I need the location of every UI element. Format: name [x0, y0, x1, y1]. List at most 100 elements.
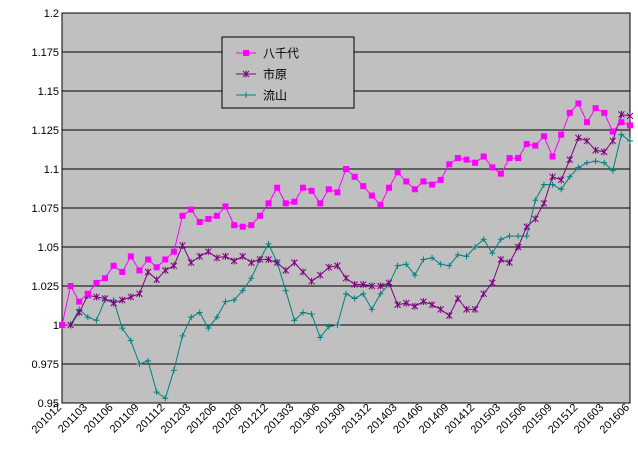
data-point-marker — [515, 233, 522, 240]
data-point-marker — [213, 212, 220, 219]
data-point-marker — [265, 200, 272, 207]
data-point-marker — [472, 159, 479, 166]
data-point-marker — [153, 389, 160, 396]
data-point-marker — [368, 282, 376, 290]
data-point-marker — [179, 332, 186, 339]
data-point-marker — [437, 261, 444, 268]
data-point-marker — [222, 252, 229, 260]
data-point-marker — [480, 236, 487, 243]
data-point-marker — [84, 290, 91, 297]
data-point-marker — [480, 290, 488, 298]
data-point-marker — [343, 166, 349, 172]
data-point-marker — [144, 268, 152, 276]
data-point-marker — [110, 299, 117, 307]
y-tick-label: 1.075 — [31, 203, 59, 215]
data-point-marker — [575, 100, 582, 107]
y-tick-label: 1 — [53, 320, 59, 332]
data-point-marker — [558, 186, 565, 193]
data-point-marker — [102, 275, 109, 282]
data-point-marker — [242, 70, 250, 78]
data-point-marker — [566, 109, 573, 116]
data-point-marker — [205, 325, 212, 332]
data-point-marker — [506, 259, 513, 267]
data-point-marker — [532, 197, 539, 204]
data-point-marker — [360, 290, 367, 297]
data-point-marker — [351, 295, 358, 302]
data-point-marker — [566, 156, 574, 164]
data-point-marker — [497, 170, 504, 177]
data-point-marker — [506, 233, 513, 240]
data-point-marker — [403, 178, 410, 185]
data-point-marker — [497, 255, 505, 263]
y-tick-label: 0.975 — [31, 359, 59, 371]
data-point-marker — [76, 298, 83, 305]
data-point-marker — [368, 306, 375, 313]
data-point-marker — [445, 312, 453, 320]
data-point-marker — [601, 159, 608, 166]
data-point-marker — [627, 137, 633, 144]
data-point-marker — [325, 263, 333, 271]
data-point-marker — [265, 240, 272, 247]
x-tick-label: 201109 — [108, 402, 142, 436]
data-point-marker — [523, 223, 531, 231]
data-point-marker — [359, 280, 367, 288]
y-tick-label: 1.2 — [44, 8, 59, 20]
data-point-marker — [420, 298, 427, 306]
data-point-marker — [188, 314, 195, 321]
data-point-marker — [239, 287, 246, 294]
data-point-marker — [549, 153, 556, 160]
data-point-marker — [334, 189, 341, 196]
data-point-marker — [93, 317, 100, 324]
data-point-marker — [316, 271, 324, 279]
data-point-marker — [222, 203, 229, 210]
data-point-marker — [127, 337, 134, 344]
data-point-marker — [368, 192, 375, 199]
data-point-marker — [377, 290, 384, 297]
data-point-marker — [488, 279, 496, 287]
data-point-marker — [291, 317, 298, 324]
data-point-marker — [342, 274, 350, 282]
series-markers-group — [58, 110, 634, 329]
data-point-marker — [204, 248, 212, 256]
data-point-marker — [93, 279, 100, 286]
data-point-marker — [187, 259, 195, 267]
data-point-marker — [454, 251, 461, 258]
data-point-marker — [93, 293, 100, 301]
data-point-marker — [205, 215, 212, 222]
data-point-marker — [549, 181, 556, 188]
series-markers — [58, 100, 634, 402]
data-point-marker — [515, 155, 522, 162]
data-point-marker — [420, 256, 427, 263]
data-point-marker — [256, 255, 264, 263]
data-point-marker — [575, 164, 582, 171]
y-tick-label: 1.175 — [31, 47, 59, 59]
data-point-marker — [119, 268, 126, 275]
data-point-marker — [627, 122, 633, 129]
data-point-marker — [609, 167, 616, 174]
data-point-marker — [162, 256, 169, 263]
data-point-marker — [317, 334, 324, 341]
data-point-marker — [454, 155, 461, 162]
series-markers-group — [59, 100, 633, 328]
data-point-marker — [575, 134, 582, 142]
data-point-marker — [463, 156, 470, 163]
data-point-marker — [437, 176, 444, 183]
data-point-marker — [583, 137, 591, 145]
data-point-marker — [248, 222, 255, 229]
data-point-marker — [558, 131, 565, 138]
data-point-marker — [188, 206, 195, 213]
data-point-marker — [601, 109, 608, 116]
data-point-marker — [549, 173, 556, 181]
legend-label: 八千代 — [263, 47, 299, 61]
data-point-marker — [282, 266, 290, 274]
data-point-marker — [463, 305, 470, 313]
data-point-marker — [472, 244, 479, 250]
data-point-marker — [411, 302, 419, 310]
data-point-marker — [385, 279, 393, 287]
data-point-marker — [343, 290, 349, 297]
data-point-marker — [317, 200, 324, 207]
data-point-marker — [351, 173, 358, 180]
data-point-marker — [282, 200, 289, 207]
data-point-marker — [394, 262, 401, 269]
